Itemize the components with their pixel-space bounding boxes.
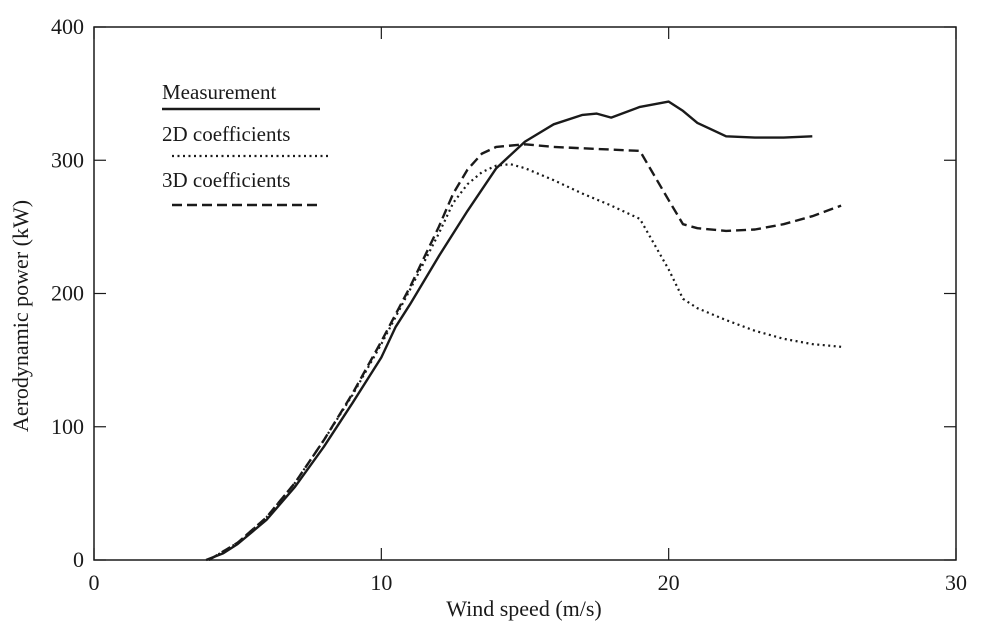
x-tick-label: 10 xyxy=(370,570,392,595)
legend: Measurement 2D coefficients 3D coefficient… xyxy=(162,80,328,207)
series-lines xyxy=(205,100,842,562)
legend-label: Measurement xyxy=(162,80,276,104)
x-tick-label: 30 xyxy=(945,570,967,595)
y-tick-label: 100 xyxy=(51,414,84,439)
legend-label: 2D coefficients xyxy=(162,122,290,146)
series-line-2 xyxy=(208,143,842,562)
x-axis-label: Wind speed (m/s) xyxy=(446,596,602,621)
series-line-0 xyxy=(205,100,813,562)
x-tick-label: 0 xyxy=(89,570,100,595)
y-tick-label: 0 xyxy=(73,547,84,572)
y-tick-label: 300 xyxy=(51,147,84,172)
y-tick-label: 200 xyxy=(51,281,84,306)
tick-marks xyxy=(93,26,957,561)
y-tick-label: 400 xyxy=(51,14,84,39)
legend-label: 3D coefficients xyxy=(162,168,290,192)
x-tick-label: 20 xyxy=(658,570,680,595)
y-axis-label: Aerodynamic power (kW) xyxy=(8,200,33,432)
plot-frame xyxy=(93,26,957,561)
series-line-1 xyxy=(208,163,842,561)
